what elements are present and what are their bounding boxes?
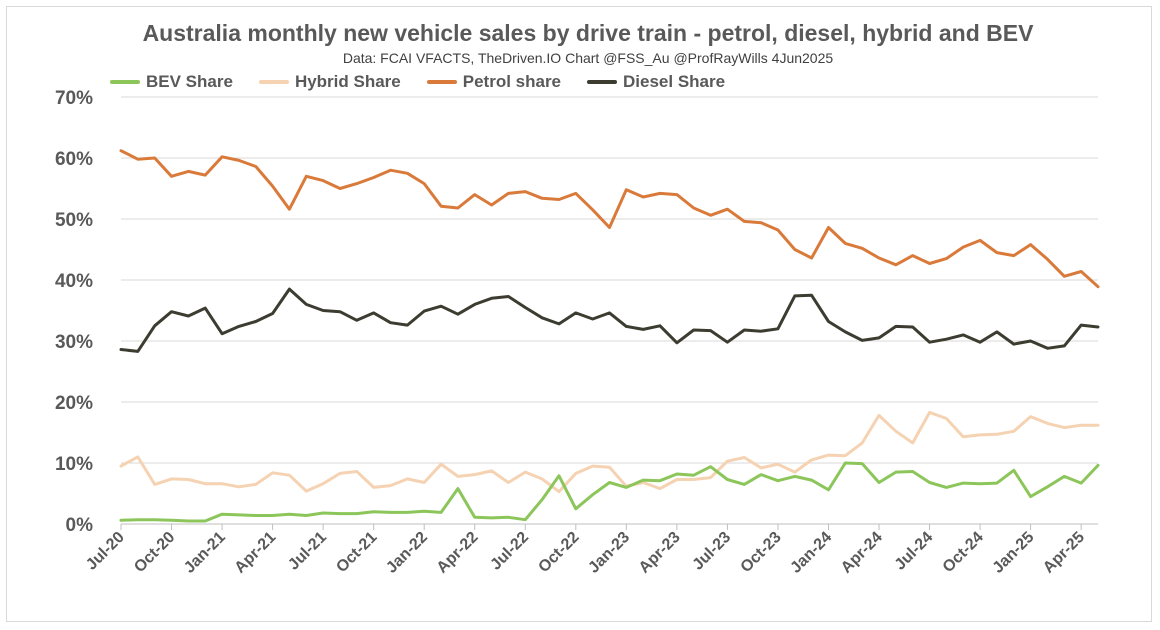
x-tick-label: Jul-24 bbox=[892, 529, 937, 574]
series-line-bev-share bbox=[119, 461, 1100, 523]
x-tick-label: Jan-23 bbox=[585, 529, 633, 577]
legend-label-hybrid: Hybrid Share bbox=[294, 72, 401, 91]
x-tick-label: Jul-23 bbox=[690, 529, 735, 574]
legend-swatch-bev bbox=[110, 80, 140, 84]
x-tick-label: Jan-25 bbox=[990, 529, 1038, 577]
legend-item-petrol: Petrol share bbox=[426, 72, 562, 92]
y-tick-label: 60% bbox=[55, 149, 93, 170]
x-tick-label: Oct-21 bbox=[333, 529, 380, 576]
y-tick-label: 0% bbox=[66, 515, 94, 536]
legend-swatch-diesel bbox=[587, 80, 618, 84]
x-tick-label: Apr-21 bbox=[232, 529, 280, 577]
x-tick-label: Apr-22 bbox=[434, 529, 482, 577]
series-line-hybrid-share bbox=[119, 410, 1100, 494]
legend-swatch-hybrid bbox=[258, 80, 289, 84]
x-tick-label: Apr-25 bbox=[1040, 529, 1088, 577]
x-tick-label: Jan-22 bbox=[383, 529, 431, 577]
legend-label-bev: BEV Share bbox=[146, 72, 233, 91]
legend-item-bev: BEV Share bbox=[110, 72, 233, 92]
series-line-petrol-share bbox=[119, 149, 1100, 289]
x-tick-label: Jan-21 bbox=[181, 529, 229, 577]
x-tick-label: Oct-23 bbox=[738, 529, 785, 576]
y-tick-label: 10% bbox=[55, 454, 93, 475]
y-tick-label: 30% bbox=[55, 332, 93, 353]
x-tick-label: Oct-24 bbox=[940, 529, 987, 576]
series-line-diesel-share bbox=[119, 287, 1100, 353]
x-tick-label: Jul-22 bbox=[487, 529, 532, 574]
legend-label-petrol: Petrol share bbox=[462, 72, 562, 91]
x-tick-label: Jul-21 bbox=[285, 529, 330, 574]
legend-label-diesel: Diesel Share bbox=[623, 72, 726, 91]
x-tick-label: Apr-24 bbox=[838, 529, 886, 577]
legend: BEV Share Hybrid Share Petrol share Dies… bbox=[110, 72, 725, 92]
y-tick-label: 20% bbox=[55, 393, 93, 414]
x-tick-label: Oct-22 bbox=[535, 529, 582, 576]
y-tick-label: 40% bbox=[55, 271, 93, 292]
x-tick-label: Jan-24 bbox=[787, 529, 835, 577]
y-tick-label: 50% bbox=[55, 210, 93, 231]
legend-swatch-petrol bbox=[426, 80, 457, 84]
x-tick-label: Oct-20 bbox=[131, 529, 178, 576]
legend-item-hybrid: Hybrid Share bbox=[258, 72, 401, 92]
chart-title: Australia monthly new vehicle sales by d… bbox=[142, 20, 1034, 46]
x-tick-label: Apr-23 bbox=[636, 529, 684, 577]
legend-item-diesel: Diesel Share bbox=[587, 72, 725, 92]
chart-subtitle: Data: FCAI VFACTS, TheDriven.IO Chart @F… bbox=[342, 50, 834, 66]
y-tick-label: 70% bbox=[55, 88, 93, 109]
